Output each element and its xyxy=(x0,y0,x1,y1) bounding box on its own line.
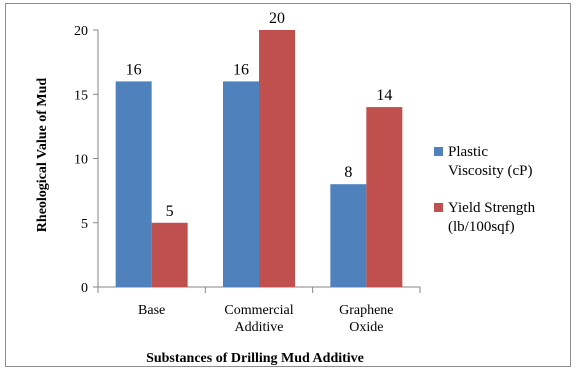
legend-entry: (lb/100sqf) xyxy=(448,219,515,235)
y-axis-title: Rheological Value of Mud xyxy=(35,78,50,233)
legend-entry: Plastic xyxy=(448,144,488,160)
bar xyxy=(115,81,152,288)
y-tick-label: 15 xyxy=(74,88,88,103)
bar xyxy=(330,184,367,287)
x-tick-label: Additive xyxy=(235,320,284,335)
y-tick-label: 0 xyxy=(81,281,88,296)
legend-entry: Viscosity (cP) xyxy=(448,163,533,179)
data-label: 14 xyxy=(376,87,392,104)
y-tick-label: 20 xyxy=(74,24,88,39)
axes: 0 5 10 15 20 Base Commercial Additive Graphene Ox… xyxy=(74,24,421,335)
data-label: 8 xyxy=(344,164,352,181)
x-tick-label: Commercial xyxy=(224,303,293,318)
x-axis-title: Substances of Drilling Mud Additive xyxy=(146,351,364,366)
data-label: 16 xyxy=(233,61,249,78)
legend: Plastic Viscosity (cP) Yield Strength (lb/1… xyxy=(434,144,536,235)
x-tick-label: Graphene xyxy=(339,303,393,318)
x-tick-label: Base xyxy=(138,303,165,318)
y-tick-label: 10 xyxy=(74,153,88,168)
data-label: 16 xyxy=(126,61,142,78)
legend-swatch xyxy=(434,203,443,212)
bars xyxy=(115,30,403,288)
bar xyxy=(259,30,295,287)
data-labels: 16 16 8 5 20 14 xyxy=(126,10,393,220)
legend-entry: Yield Strength xyxy=(448,200,536,216)
data-label: 5 xyxy=(166,203,174,220)
data-label: 20 xyxy=(269,10,285,27)
legend-swatch xyxy=(434,147,443,156)
bar xyxy=(223,81,259,288)
x-tick-label: Oxide xyxy=(349,320,383,335)
bar xyxy=(366,107,403,287)
y-tick-label: 5 xyxy=(81,217,88,232)
bar xyxy=(151,222,188,287)
